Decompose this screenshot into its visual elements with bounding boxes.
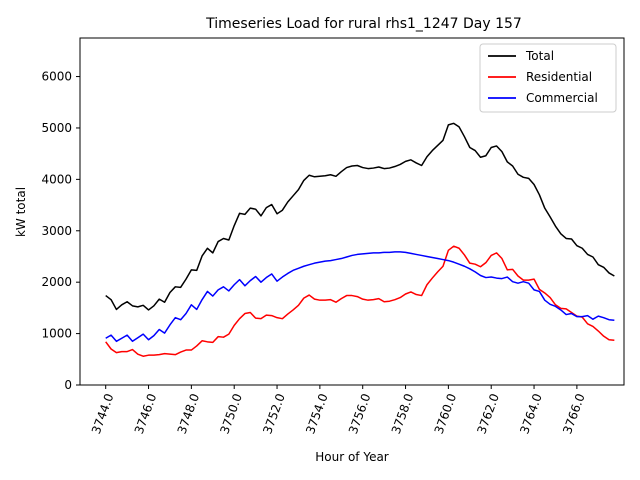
legend-label-residential: Residential [526, 70, 592, 84]
y-tick-label: 3000 [41, 224, 72, 238]
legend-box [479, 43, 617, 113]
y-tick-label: 0 [64, 378, 72, 392]
y-tick-label: 5000 [41, 121, 72, 135]
y-tick-label: 1000 [41, 327, 72, 341]
series-layer [105, 122, 615, 357]
chart-title: Timeseries Load for rural rhs1_1247 Day … [205, 16, 522, 32]
x-axis-label: Hour of Year [315, 450, 389, 464]
y-axis-label: kW total [14, 187, 28, 237]
series-line-total [105, 122, 615, 311]
y-axis-ticks: 0 1000 2000 3000 4000 5000 6000 [41, 70, 80, 392]
legend: Total Residential Commercial [479, 43, 617, 113]
y-tick-label: 6000 [41, 70, 72, 84]
legend-label-total: Total [525, 49, 554, 63]
y-tick-label: 2000 [41, 275, 72, 289]
series-line-residential [105, 245, 615, 357]
series-line-commercial [105, 251, 615, 343]
legend-label-commercial: Commercial [526, 91, 598, 105]
y-tick-label: 4000 [41, 172, 72, 186]
